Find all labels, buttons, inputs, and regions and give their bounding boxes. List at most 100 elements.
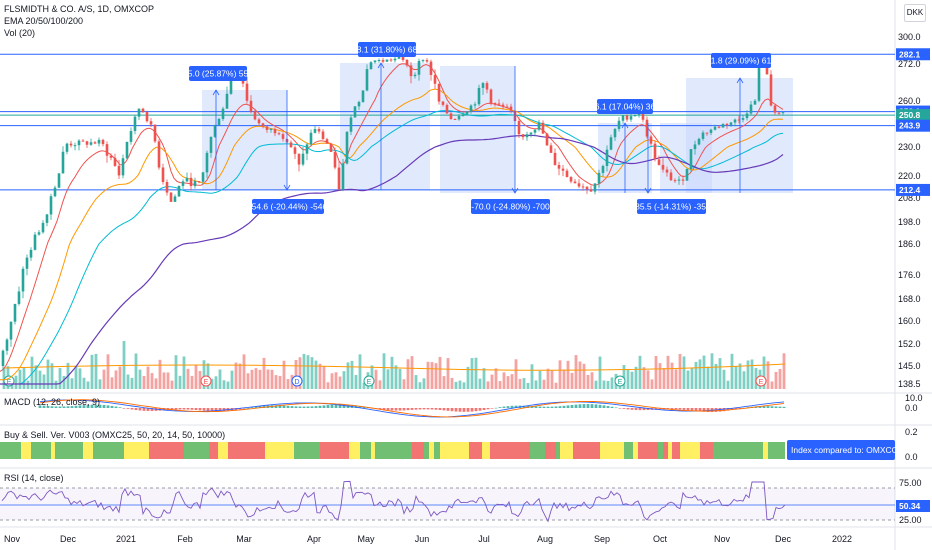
macd-histogram-bar <box>246 407 250 409</box>
candle-body <box>121 158 125 176</box>
rsi-tag: 50.34 <box>899 501 921 511</box>
buysell-segment <box>573 442 584 459</box>
macd-histogram-bar <box>486 408 490 410</box>
volume-bar <box>714 363 718 389</box>
macd-histogram-bar <box>170 408 174 410</box>
candle-body <box>585 186 589 190</box>
macd-histogram-bar <box>354 405 358 408</box>
candle-body <box>713 126 717 130</box>
volume-bar <box>450 377 454 389</box>
candle-body <box>361 90 365 102</box>
volume-bar <box>90 354 94 389</box>
measure-arrow <box>212 89 220 96</box>
volume-bar <box>690 368 694 389</box>
macd-histogram-bar <box>58 406 62 408</box>
candle-body <box>769 74 773 106</box>
candle-body <box>417 60 421 75</box>
symbol-title: FLSMIDTH & CO. A/S, 1D, OMXCOP <box>4 4 154 14</box>
macd-histogram-bar <box>734 408 738 410</box>
measure-label: 55.0 (25.87%) 550 <box>183 69 253 79</box>
volume-bar <box>186 368 190 389</box>
buysell-segment <box>638 442 640 459</box>
volume-bar <box>762 356 766 389</box>
time-axis-tick: Feb <box>177 534 193 544</box>
volume-bar <box>298 357 302 389</box>
measure-arrow <box>377 62 385 69</box>
volume-bar <box>774 371 778 389</box>
candle-body <box>569 176 573 182</box>
macd-histogram-bar <box>198 408 202 411</box>
macd-histogram-bar <box>430 408 434 410</box>
buysell-segment <box>593 442 600 459</box>
candle-body <box>385 59 389 62</box>
macd-histogram-bar <box>74 405 78 408</box>
time-axis-tick: Dec <box>60 534 77 544</box>
volume-bar <box>458 380 462 389</box>
macd-histogram-bar <box>118 407 122 408</box>
rsi-axis-tick: 25.00 <box>899 515 922 525</box>
measure-label: 68.1 (31.80%) 681 <box>352 45 422 55</box>
buysell-segment <box>556 442 560 459</box>
macd-histogram-bar <box>578 404 582 408</box>
candle-body <box>501 104 505 107</box>
macd-histogram-bar <box>498 407 502 408</box>
candle-body <box>573 181 577 184</box>
volume-bar <box>386 369 390 389</box>
candle-body <box>333 151 337 168</box>
volume-bar <box>294 360 298 389</box>
macd-histogram-bar <box>86 404 90 408</box>
volume-bar <box>242 354 246 389</box>
price-axis-tick: 230.0 <box>898 142 921 152</box>
buysell-segment <box>611 442 615 459</box>
candle-body <box>681 179 685 181</box>
volume-bar <box>286 379 290 389</box>
macd-histogram-bar <box>466 408 470 412</box>
volume-bar <box>586 374 590 389</box>
macd-histogram-bar <box>402 408 406 411</box>
candle-body <box>469 105 473 112</box>
event-marker-label: E <box>204 379 209 386</box>
volume-bar <box>474 357 478 389</box>
currency-button[interactable]: DKK <box>904 4 926 22</box>
macd-histogram-bar <box>314 406 318 408</box>
buysell-segment <box>633 442 638 459</box>
candle-body <box>629 116 633 120</box>
volume-bar <box>306 355 310 389</box>
macd-histogram-bar <box>338 404 342 408</box>
candle-body <box>685 169 689 181</box>
volume-bar <box>170 380 174 389</box>
candle-body <box>589 189 593 192</box>
macd-histogram-bar <box>446 408 450 411</box>
volume-bar <box>442 376 446 389</box>
volume-bar <box>338 376 342 389</box>
candle-body <box>705 132 709 134</box>
candle-body <box>441 101 445 105</box>
buysell-axis-tick: 0.2 <box>905 427 918 437</box>
candle-body <box>741 118 745 120</box>
macd-histogram-bar <box>482 408 486 411</box>
time-axis-tick: 2022 <box>832 534 852 544</box>
candle-body <box>133 116 137 131</box>
macd-histogram-bar <box>434 408 438 410</box>
macd-histogram-bar <box>638 408 642 411</box>
volume-bar <box>522 378 526 389</box>
rsi-band <box>0 488 895 520</box>
macd-histogram-bar <box>278 405 282 408</box>
volume-bar <box>542 379 546 389</box>
buysell-segment <box>274 442 282 459</box>
buysell-segment <box>784 442 785 459</box>
volume-bar <box>478 378 482 389</box>
candle-body <box>117 165 121 176</box>
macd-histogram-bar <box>410 408 414 410</box>
volume-bar <box>734 366 738 389</box>
buysell-segment <box>440 442 445 459</box>
candle-body <box>373 60 377 63</box>
buysell-segment <box>332 442 338 459</box>
measure-label: -35.5 (-14.31%) -355 <box>632 202 711 212</box>
buysell-segment <box>396 442 400 459</box>
buysell-segment <box>451 442 457 459</box>
macd-histogram-bar <box>522 405 526 408</box>
volume-bar <box>662 368 666 389</box>
volume-bar <box>74 366 78 389</box>
